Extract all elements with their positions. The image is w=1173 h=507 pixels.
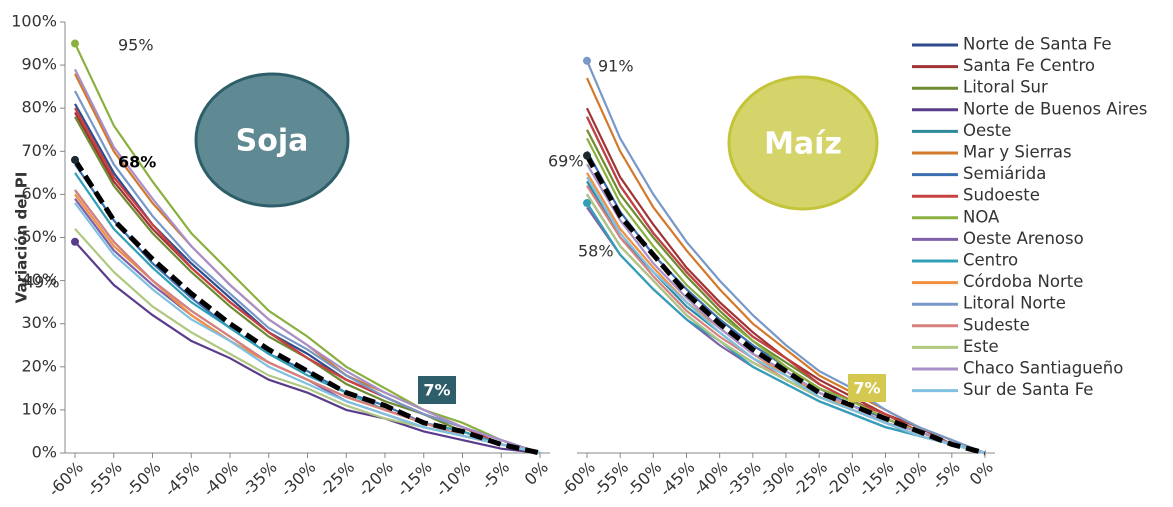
x-tick-label: -25% [789, 458, 832, 501]
x-tick-label: -15% [855, 458, 898, 501]
point-dot [71, 237, 79, 246]
legend-label: Oeste [963, 121, 1011, 140]
y-tick-label: 10% [21, 399, 57, 418]
legend-label: Sur de Santa Fe [963, 380, 1093, 399]
annotation: 7% [423, 381, 450, 400]
series-line [74, 202, 541, 455]
series-line [74, 68, 541, 455]
series-line [74, 189, 541, 455]
y-tick-label: 30% [21, 313, 57, 332]
legend-label: Mar y Sierras [963, 143, 1072, 162]
x-tick-label: -15% [393, 458, 436, 501]
legend-label: Santa Fe Centro [963, 56, 1095, 75]
legend-label: Norte de Santa Fe [963, 35, 1112, 54]
x-tick-label: -55% [83, 458, 126, 501]
x-tick-label: -30% [755, 458, 798, 501]
series-line [74, 189, 541, 455]
x-tick-label: -40% [199, 458, 242, 501]
series-line [585, 60, 986, 455]
series-line [74, 241, 541, 455]
annotation-box [418, 376, 456, 404]
x-tick-label: -20% [822, 458, 865, 501]
x-tick-label: 0% [521, 458, 552, 489]
legend-label: NOA [963, 207, 1000, 226]
legend-label: Semiárida [963, 164, 1046, 183]
annotation: 69% [548, 152, 584, 171]
y-tick-label: 60% [21, 184, 57, 203]
x-tick-label: -20% [354, 458, 397, 501]
legend-label: Litoral Norte [963, 294, 1066, 313]
legend-label: Chaco Santiagueño [963, 359, 1123, 378]
legend-label: Este [963, 337, 999, 356]
point-dot [583, 199, 591, 208]
y-tick-label: 0% [32, 443, 57, 462]
x-tick-label: -25% [316, 458, 359, 501]
legend-label: Centro [963, 251, 1018, 270]
x-tick-label: -50% [623, 458, 666, 501]
y-tick-label: 100% [11, 12, 57, 31]
y-tick-label: 80% [21, 98, 57, 117]
x-tick-label: -40% [689, 458, 732, 501]
title-bubble [727, 75, 879, 211]
series-line [586, 193, 986, 455]
x-tick-label: -5% [478, 458, 513, 493]
x-tick-label: -35% [238, 458, 281, 501]
x-tick-label: -5% [928, 458, 963, 493]
x-tick-label: -35% [722, 458, 765, 501]
y-tick-label: 20% [21, 356, 57, 375]
series-line [586, 185, 986, 455]
x-tick-label: -10% [432, 458, 475, 501]
y-tick-label: 40% [21, 270, 57, 289]
annotation: 95% [118, 36, 154, 55]
point-dot [71, 39, 79, 48]
legend-label: Norte de Buenos Aires [963, 99, 1147, 118]
annotation: 58% [578, 242, 614, 261]
x-tick-label: -45% [161, 458, 204, 501]
point-dot [71, 155, 79, 164]
annotation-box [848, 374, 886, 402]
x-tick-label: 0% [966, 458, 997, 489]
series-line [74, 228, 541, 455]
series-line [584, 154, 986, 456]
x-tick-label: -10% [888, 458, 931, 501]
x-tick-label: -30% [277, 458, 320, 501]
series-line [74, 198, 541, 455]
annotation: 68% [118, 153, 156, 172]
title-bubble [194, 72, 350, 208]
series-line [72, 158, 541, 456]
annotation: 49% [24, 273, 60, 292]
annotation: 91% [598, 57, 634, 76]
x-tick-label: -50% [122, 458, 165, 501]
y-tick-label: 70% [21, 141, 57, 160]
series-line [586, 193, 986, 455]
y-axis-label: Variación del PI [13, 172, 31, 304]
series-line [586, 176, 986, 455]
point-dot [583, 56, 591, 65]
y-tick-label: 90% [21, 55, 57, 74]
series-line [74, 43, 541, 455]
legend-label: Córdoba Norte [963, 272, 1083, 291]
legend-label: Sudoeste [963, 186, 1040, 205]
chart-title: Maíz [764, 127, 842, 162]
x-tick-label: -60% [44, 458, 87, 501]
x-tick-label: -60% [556, 458, 599, 501]
x-tick-label: -45% [656, 458, 699, 501]
annotation: 7% [853, 379, 880, 398]
legend-label: Oeste Arenoso [963, 229, 1084, 248]
point-dot [583, 151, 591, 160]
series-line [74, 193, 541, 455]
x-tick-label: -55% [590, 458, 633, 501]
legend-label: Litoral Sur [963, 78, 1048, 97]
chart-title: Soja [236, 124, 309, 159]
legend-label: Sudeste [963, 315, 1030, 334]
y-tick-label: 50% [21, 227, 57, 246]
